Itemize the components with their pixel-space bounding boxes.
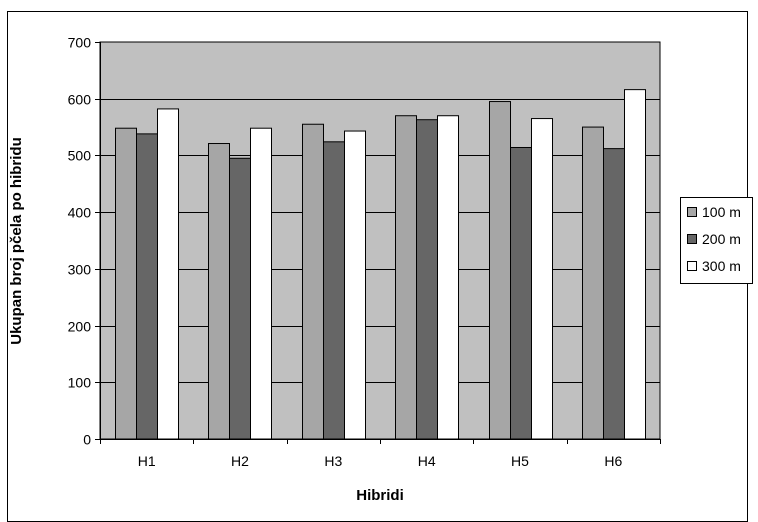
y-tick-label: 600 [68, 92, 92, 108]
y-tick-label: 700 [68, 35, 92, 51]
bar-h4-300m [437, 115, 459, 440]
bar-h6-300m [624, 89, 646, 440]
x-tick-label: H6 [604, 453, 622, 469]
x-tick-label: H2 [231, 453, 249, 469]
bar-h1-100m [115, 127, 137, 440]
legend-label: 100 m [702, 204, 741, 220]
y-tick-label: 500 [68, 148, 92, 164]
bar-h5-100m [489, 101, 511, 440]
bar-h4-200m [416, 119, 438, 440]
x-tick-label: H4 [418, 453, 436, 469]
bar-h2-300m [250, 127, 272, 440]
bar-h5-200m [510, 146, 532, 440]
y-axis-title: Ukupan broj pčela po hibridu [8, 137, 25, 345]
x-tick-label: H3 [324, 453, 342, 469]
bar-h5-300m [531, 118, 553, 440]
x-tick-label: H1 [138, 453, 156, 469]
y-tick-labels: 0 100 200 300 400 500 600 700 [68, 35, 92, 448]
x-tick-label: H5 [511, 453, 529, 469]
bar-h3-300m [344, 130, 366, 440]
legend-swatch [687, 261, 697, 271]
legend-label: 200 m [702, 231, 741, 247]
y-tick-label: 100 [68, 375, 92, 391]
bar-h6-200m [603, 148, 625, 440]
y-tick-label: 200 [68, 319, 92, 335]
y-tick-label: 300 [68, 262, 92, 278]
bar-h3-200m [323, 141, 345, 440]
bar-h3-100m [302, 123, 324, 440]
bar-h6-100m [582, 126, 604, 440]
y-tick-label: 400 [68, 205, 92, 221]
legend: 100 m 200 m 300 m [680, 197, 753, 284]
bar-h1-200m [136, 133, 158, 440]
plot-area [99, 41, 661, 440]
x-tick-labels: H1 H2 H3 H4 H5 H6 [138, 453, 623, 469]
axes [95, 42, 661, 444]
bar-h2-100m [208, 143, 230, 440]
legend-label: 300 m [702, 258, 741, 274]
legend-swatch [687, 207, 697, 217]
gridlines [100, 99, 660, 383]
bar-h1-300m [157, 108, 179, 440]
x-axis-title: Hibridi [356, 487, 404, 504]
legend-swatch [687, 234, 697, 244]
bars [115, 89, 646, 440]
bar-h2-200m [229, 157, 251, 440]
y-tick-label: 0 [83, 432, 91, 448]
bar-h4-100m [395, 115, 417, 440]
